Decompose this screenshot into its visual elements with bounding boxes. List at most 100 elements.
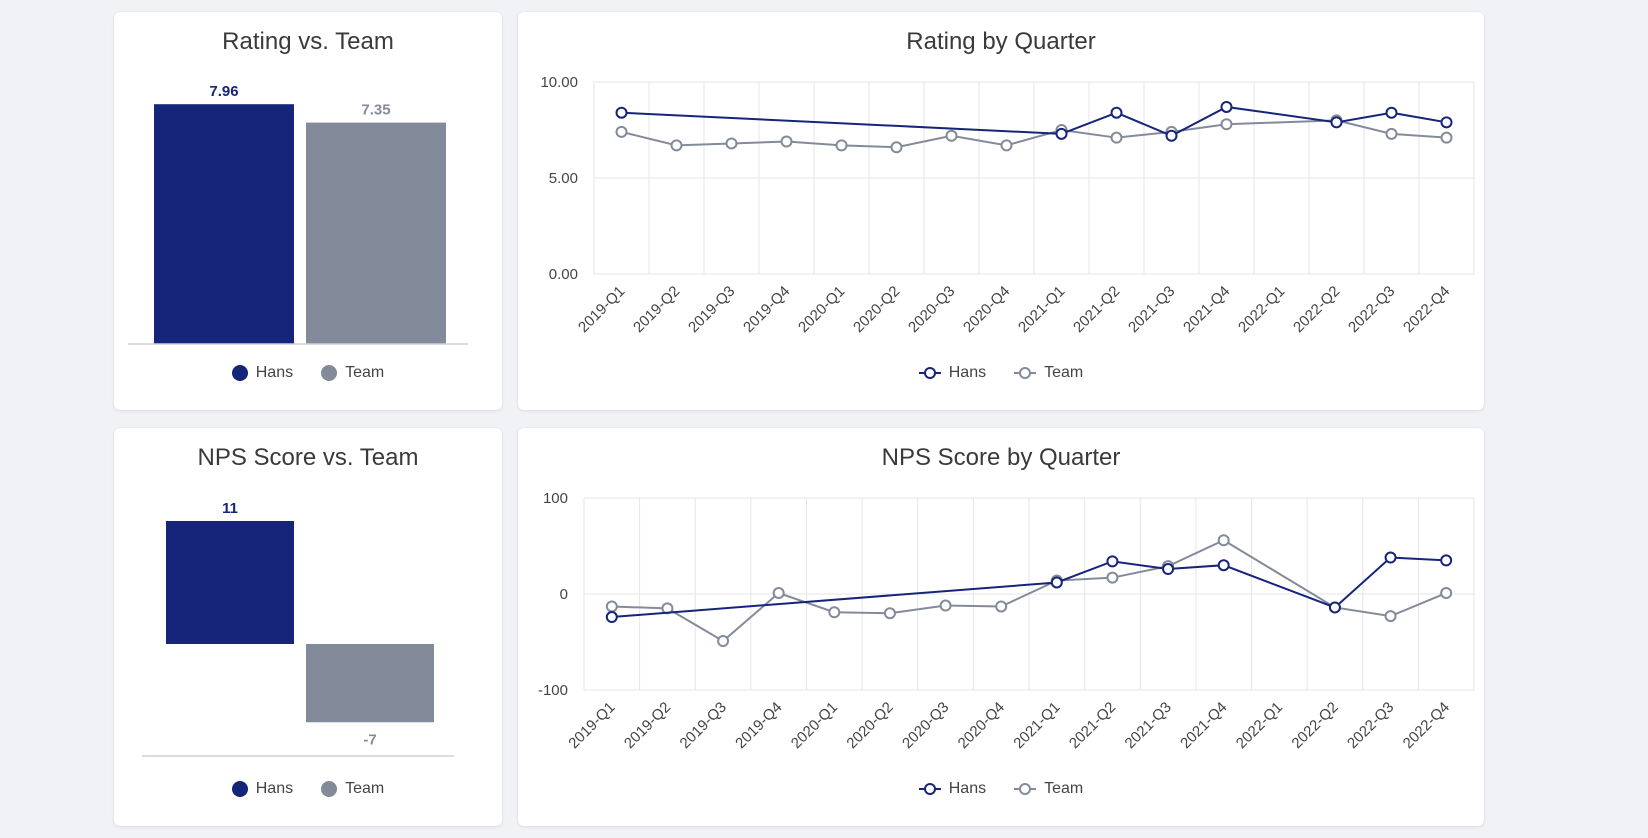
rating-vs-team-card: Rating vs. Team 7.96 7.35 Hans Team (114, 12, 502, 410)
data-label: 11 (222, 500, 238, 517)
data-point-team (1385, 127, 1398, 140)
y-tick-label: -100 (538, 682, 568, 699)
data-point-hans (1384, 551, 1397, 564)
data-point-team (1440, 587, 1453, 600)
data-point-team (772, 587, 785, 600)
y-tick-label: 5.00 (549, 170, 578, 187)
data-point-hans (605, 611, 618, 624)
x-tick-label: 2020-Q3 (905, 283, 958, 336)
legend-item-hans[interactable]: Hans (918, 780, 987, 798)
data-point-hans (1440, 116, 1453, 129)
data-point-hans (1055, 127, 1068, 140)
chart-title: Rating by Quarter (906, 28, 1096, 55)
legend-label: Hans (255, 364, 294, 381)
legend-label: Team (345, 780, 385, 797)
legend-item-team[interactable]: Team (1014, 780, 1083, 798)
legend-item-hans[interactable]: Hans (231, 364, 294, 382)
legend-line-marker-icon (918, 783, 941, 795)
data-point-hans (1385, 106, 1398, 119)
chart-title: NPS Score vs. Team (197, 444, 419, 471)
data-point-team (1384, 610, 1397, 623)
legend-item-team[interactable]: Team (1014, 364, 1083, 382)
series-line-hans (621, 105, 1447, 137)
legend-label: Team (1044, 364, 1084, 381)
data-point-team (945, 129, 958, 142)
x-tick-label: 2020-Q1 (788, 699, 841, 752)
x-tick-label: 2021-Q2 (1070, 283, 1123, 336)
x-tick-label: 2021-Q2 (1066, 699, 1119, 752)
data-point-team (615, 125, 628, 138)
x-tick-label: 2019-Q2 (630, 283, 683, 336)
x-tick-label: 2021-Q4 (1177, 699, 1230, 752)
data-point-team (939, 599, 952, 612)
x-tick-label: 2022-Q2 (1288, 699, 1341, 752)
data-point-hans (1165, 129, 1178, 142)
x-tick-label: 2021-Q1 (1010, 699, 1063, 752)
x-tick-label: 2020-Q4 (960, 283, 1013, 336)
data-point-hans (1330, 116, 1343, 129)
legend-marker-icon (321, 365, 338, 381)
x-tick-label: 2022-Q1 (1235, 283, 1288, 336)
legend-label: Team (345, 364, 385, 381)
nps-vs-team-chart: 11 -7 (142, 500, 454, 757)
chart-title: Rating vs. Team (222, 28, 394, 55)
x-tick-label: 2020-Q1 (795, 283, 848, 336)
x-tick-label: 2021-Q1 (1015, 283, 1068, 336)
legend-item-hans[interactable]: Hans (918, 364, 986, 382)
legend-marker-icon (231, 365, 248, 381)
x-tick-label: 2020-Q4 (955, 699, 1008, 752)
x-tick-label: 2019-Q3 (685, 283, 738, 336)
x-tick-label: 2021-Q3 (1122, 699, 1175, 752)
data-point-team (1110, 131, 1123, 144)
legend-label: Hans (255, 780, 294, 797)
legend-marker-icon (321, 781, 338, 797)
data-point-team (1217, 534, 1230, 547)
data-point-hans (615, 106, 628, 119)
x-tick-label: 2020-Q2 (850, 283, 903, 336)
x-tick-label: 2021-Q3 (1125, 283, 1178, 336)
data-point-hans (1217, 559, 1230, 572)
data-label: 7.35 (361, 102, 390, 119)
rating-vs-team-chart: 7.96 7.35 (128, 83, 468, 345)
data-point-hans (1050, 576, 1063, 589)
legend: Hans Team (114, 364, 502, 382)
data-point-team (835, 139, 848, 152)
legend-label: Hans (948, 780, 987, 797)
legend-item-hans[interactable]: Hans (231, 780, 294, 798)
x-tick-label: 2019-Q2 (621, 699, 674, 752)
legend: Hans Team (518, 364, 1484, 382)
legend: Hans Team (114, 780, 502, 798)
data-point-team (828, 606, 841, 619)
y-tick-label: 0 (560, 586, 568, 603)
legend-item-team[interactable]: Team (321, 780, 384, 798)
x-tick-label: 2022-Q1 (1233, 699, 1286, 752)
data-point-hans (1162, 563, 1175, 576)
legend-marker-icon (231, 781, 248, 797)
legend-item-team[interactable]: Team (321, 364, 384, 382)
nps-by-quarter-card: NPS Score by Quarter -100 0 100 2019-Q1 2019… (518, 428, 1484, 826)
x-tick-label: 2019-Q1 (575, 283, 628, 336)
x-tick-label: 2022-Q4 (1400, 283, 1453, 336)
data-point-team (1220, 118, 1233, 131)
x-tick-label: 2022-Q2 (1290, 283, 1343, 336)
chart-title: NPS Score by Quarter (881, 444, 1121, 471)
data-point-team (670, 139, 683, 152)
x-tick-label: 2020-Q3 (899, 699, 952, 752)
nps-vs-team-card: NPS Score vs. Team 11 -7 Hans Team (114, 428, 502, 826)
data-point-hans (1220, 100, 1233, 113)
bar-team (306, 644, 434, 723)
legend-label: Team (1044, 780, 1084, 797)
bar-hans (166, 521, 294, 644)
data-point-hans (1106, 555, 1119, 568)
x-tick-label: 2019-Q3 (677, 699, 730, 752)
data-point-team (883, 607, 896, 620)
data-point-hans (1110, 106, 1123, 119)
data-point-team (717, 635, 730, 648)
y-tick-label: 10.00 (540, 74, 578, 91)
legend-line-marker-icon (1014, 783, 1037, 795)
data-point-team (605, 600, 618, 613)
y-tick-label: 0.00 (549, 266, 578, 283)
rating-by-quarter-chart: 0.00 5.00 10.00 2019-Q1 2019-Q2 2019-Q3 2019-Q… (540, 74, 1475, 336)
rating-by-quarter-card: Rating by Quarter 0.00 5.00 10.00 2019-Q1 20… (518, 12, 1484, 410)
